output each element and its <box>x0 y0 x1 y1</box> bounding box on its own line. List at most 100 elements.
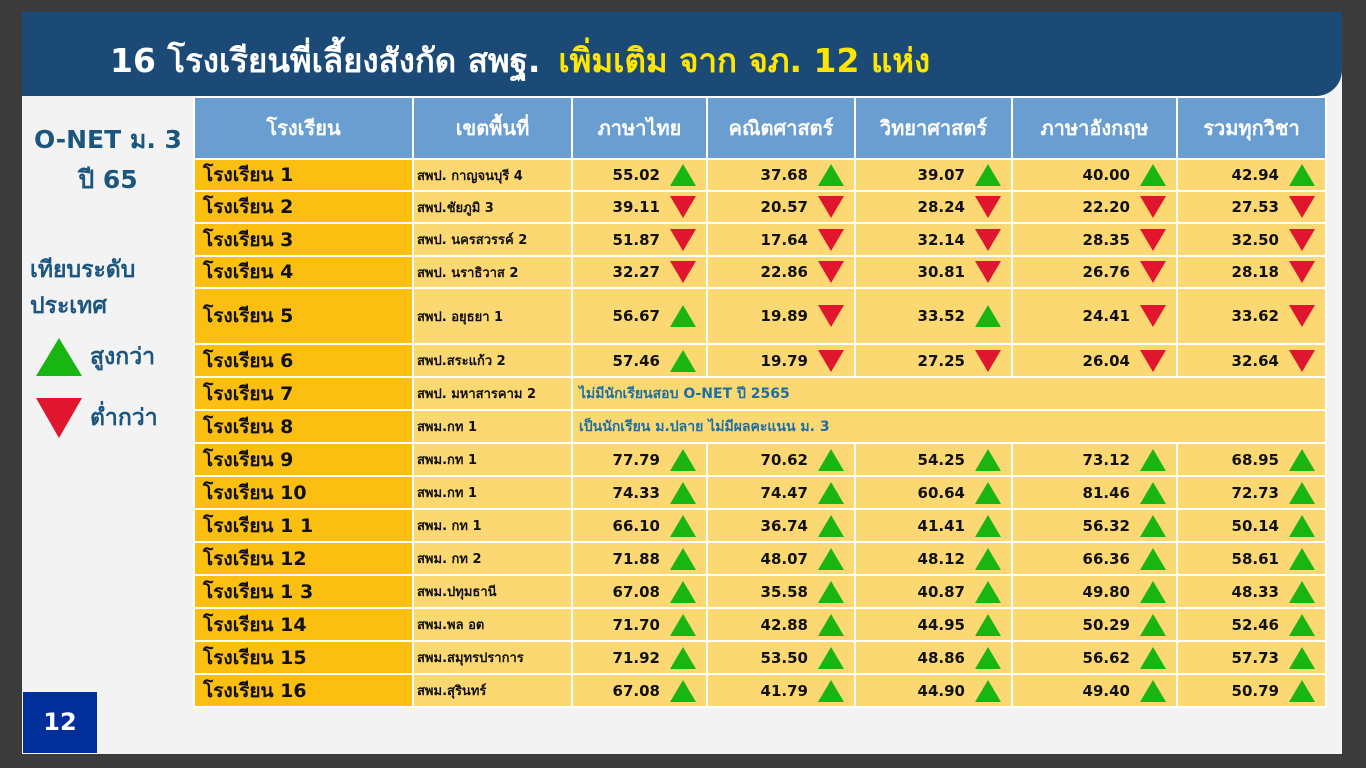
score-cell-total: 32.64 <box>1176 343 1327 378</box>
score-cell-english: 81.46 <box>1011 475 1178 510</box>
table-header-row: โรงเรียน เขตพื้นที่ ภาษาไทย คณิตศาสตร์ ว… <box>193 96 1327 160</box>
compare-label: เทียบระดับ ประเทศ <box>30 252 135 324</box>
score-value: 70.62 <box>760 450 808 469</box>
down-triangle-icon <box>818 261 844 283</box>
down-triangle-icon <box>1140 228 1166 251</box>
score-value: 48.12 <box>917 549 965 568</box>
school-name: โรงเรียน 16 <box>193 673 414 708</box>
score-value: 51.87 <box>612 230 660 249</box>
score-value: 50.79 <box>1231 681 1279 700</box>
up-triangle-icon <box>818 448 844 471</box>
score-value: 32.14 <box>917 230 965 249</box>
school-name: โรงเรียน 4 <box>193 255 414 289</box>
score-cell-total: 32.50 <box>1176 222 1327 257</box>
title-banner: 16 โรงเรียนพี่เลี้ยงสังกัด สพฐ. เพิ่มเติม… <box>22 12 1342 96</box>
score-cell-thai: 66.10 <box>571 508 708 543</box>
onet-line-1: O-NET ม. 3 <box>34 125 182 154</box>
score-value: 20.57 <box>760 198 808 216</box>
score-cell-thai: 51.87 <box>571 222 708 257</box>
score-cell-math: 19.79 <box>706 343 856 378</box>
down-triangle-icon <box>1289 228 1315 251</box>
table-row: โรงเรียน 1 3 สพม.ปทุมธานี 67.08 35.58 40.87 4… <box>193 574 1327 609</box>
score-cell-math: 19.89 <box>706 287 856 345</box>
score-value: 19.79 <box>760 351 808 370</box>
score-cell-science: 60.64 <box>854 475 1013 510</box>
area-name: สพป. นครสวรรค์ 2 <box>412 222 573 257</box>
page-number: 12 <box>23 692 97 753</box>
score-value: 54.25 <box>917 450 965 469</box>
score-cell-english: 24.41 <box>1011 287 1178 345</box>
score-value: 56.62 <box>1082 648 1130 667</box>
up-triangle-icon <box>670 613 696 636</box>
score-cell-math: 36.74 <box>706 508 856 543</box>
score-cell-thai: 67.08 <box>571 673 708 708</box>
score-value: 40.87 <box>917 582 965 601</box>
score-cell-english: 49.40 <box>1011 673 1178 708</box>
up-triangle-icon <box>1140 679 1166 702</box>
score-cell-math: 35.58 <box>706 574 856 609</box>
up-triangle-icon <box>975 580 1001 603</box>
score-cell-science: 33.52 <box>854 287 1013 345</box>
score-value: 53.50 <box>760 648 808 667</box>
score-value: 40.00 <box>1082 166 1130 184</box>
down-triangle-icon <box>818 228 844 251</box>
score-value: 27.25 <box>917 351 965 370</box>
table-row: โรงเรียน 15 สพม.สมุทรปราการ 71.92 53.50 48.8… <box>193 640 1327 675</box>
score-cell-math: 37.68 <box>706 158 856 192</box>
header-science: วิทยาศาสตร์ <box>854 96 1013 160</box>
score-cell-math: 53.50 <box>706 640 856 675</box>
score-cell-thai: 55.02 <box>571 158 708 192</box>
up-triangle-icon <box>1289 164 1315 186</box>
school-name: โรงเรียน 1 1 <box>193 508 414 543</box>
score-cell-thai: 39.11 <box>571 190 708 224</box>
score-cell-english: 56.62 <box>1011 640 1178 675</box>
score-value: 67.08 <box>612 681 660 700</box>
area-name: สพม.กท 1 <box>412 475 573 510</box>
area-name: สพม.ปทุมธานี <box>412 574 573 609</box>
score-value: 39.07 <box>917 166 965 184</box>
score-cell-thai: 67.08 <box>571 574 708 609</box>
legend-higher-label: สูงกว่า <box>90 344 156 370</box>
up-triangle-icon <box>1140 448 1166 471</box>
legend-lower-label: ต่ำกว่า <box>90 405 158 431</box>
score-cell-science: 27.25 <box>854 343 1013 378</box>
score-cell-thai: 74.33 <box>571 475 708 510</box>
down-triangle-icon <box>818 305 844 327</box>
score-value: 37.68 <box>760 166 808 184</box>
score-value: 26.04 <box>1082 351 1130 370</box>
score-value: 68.95 <box>1231 450 1279 469</box>
score-value: 35.58 <box>760 582 808 601</box>
up-triangle-icon <box>670 547 696 570</box>
score-cell-total: 42.94 <box>1176 158 1327 192</box>
down-triangle-icon <box>818 196 844 218</box>
score-value: 27.53 <box>1231 198 1279 216</box>
school-name: โรงเรียน 6 <box>193 343 414 378</box>
up-triangle-icon <box>670 679 696 702</box>
score-value: 73.12 <box>1082 450 1130 469</box>
score-value: 33.62 <box>1231 307 1279 325</box>
title-highlight: เพิ่มเติม จาก จภ. 12 แห่ง <box>558 41 931 80</box>
score-value: 30.81 <box>917 263 965 281</box>
score-value: 50.14 <box>1231 516 1279 535</box>
up-triangle-icon <box>670 580 696 603</box>
score-cell-math: 70.62 <box>706 442 856 477</box>
table-row: โรงเรียน 5 สพป. อยุธยา 1 56.67 19.89 33.52 24… <box>193 287 1327 345</box>
score-value: 57.73 <box>1231 648 1279 667</box>
score-value: 66.10 <box>612 516 660 535</box>
down-triangle-icon <box>670 196 696 218</box>
up-triangle-icon <box>1140 613 1166 636</box>
score-cell-total: 72.73 <box>1176 475 1327 510</box>
score-value: 71.92 <box>612 648 660 667</box>
up-triangle-icon <box>670 481 696 504</box>
score-cell-thai: 57.46 <box>571 343 708 378</box>
up-triangle-icon <box>818 646 844 669</box>
down-triangle-icon <box>36 398 82 438</box>
down-triangle-icon <box>975 261 1001 283</box>
score-value: 71.70 <box>612 615 660 634</box>
score-cell-math: 22.86 <box>706 255 856 289</box>
table-row: โรงเรียน 10 สพม.กท 1 74.33 74.47 60.64 81.46 7… <box>193 475 1327 510</box>
compare-line-1: เทียบระดับ <box>30 257 136 283</box>
score-value: 24.41 <box>1082 307 1130 325</box>
area-name: สพม.สมุทรปราการ <box>412 640 573 675</box>
area-name: สพม. กท 1 <box>412 508 573 543</box>
